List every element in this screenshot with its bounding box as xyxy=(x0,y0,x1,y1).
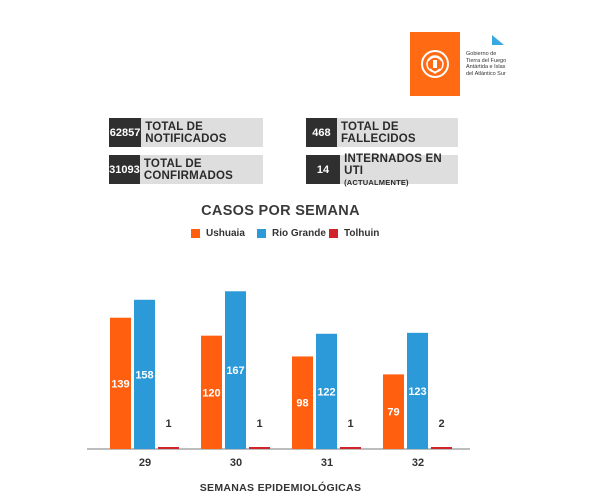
data-label: 120 xyxy=(202,387,220,399)
legend-label: Tolhuin xyxy=(344,228,380,239)
stat-label: INTERNADOS EN UTI (ACTUALMENTE) xyxy=(340,153,458,187)
bar-ushuaia-30 xyxy=(201,335,222,449)
data-label: 1 xyxy=(347,418,353,430)
legend-label: Rio Grande xyxy=(272,228,326,239)
stat-notificados: 62857 TOTAL DE NOTIFICADOS xyxy=(109,118,263,147)
bar-tolhuin-32 xyxy=(431,447,452,449)
data-label: 167 xyxy=(226,365,244,377)
bar-tolhuin-30 xyxy=(249,447,270,449)
logo-text: Gobierno de Tierra del Fuego Antártida e… xyxy=(466,51,518,77)
data-label: 123 xyxy=(408,386,426,398)
bar-rio-grande-31 xyxy=(316,333,337,449)
x-tick-label: 32 xyxy=(412,457,424,469)
stat-sublabel: (ACTUALMENTE) xyxy=(344,177,409,187)
stat-value: 468 xyxy=(306,118,337,147)
logo-line: Tierra del Fuego xyxy=(466,57,507,64)
x-tick-label: 29 xyxy=(139,457,151,469)
data-label: 139 xyxy=(111,378,129,390)
bar-rio-grande-30 xyxy=(225,291,246,449)
bar-tolhuin-31 xyxy=(340,447,361,449)
bar-tolhuin-29 xyxy=(158,447,179,449)
bar-ushuaia-32 xyxy=(383,374,404,449)
data-label: 158 xyxy=(135,369,153,381)
data-label: 1 xyxy=(165,418,171,430)
stat-label: TOTAL DE FALLECIDOS xyxy=(340,120,416,145)
bar-ushuaia-31 xyxy=(292,356,313,449)
legend-rio-grande: Rio Grande xyxy=(257,228,326,239)
coat-of-arms-icon xyxy=(410,32,460,96)
stat-value: 62857 xyxy=(109,118,142,147)
stat-internados-uti: 14 INTERNADOS EN UTI (ACTUALMENTE) xyxy=(306,153,458,187)
legend-swatch xyxy=(257,229,266,238)
data-label: 122 xyxy=(317,386,335,398)
logo-line: Antártida e Islas xyxy=(466,64,506,70)
data-label: 1 xyxy=(256,418,262,430)
stat-value: 31093 xyxy=(109,155,140,184)
bar-rio-grande-32 xyxy=(407,332,428,449)
legend-tolhuin: Tolhuin xyxy=(329,228,379,239)
legend-swatch xyxy=(191,229,200,238)
stat-confirmados: 31093 TOTAL DE CONFIRMADOS xyxy=(109,155,263,184)
stat-value: 14 xyxy=(306,155,341,184)
bar-rio-grande-29 xyxy=(134,299,155,449)
legend-label: Ushuaia xyxy=(206,228,245,239)
bar-ushuaia-29 xyxy=(110,317,131,449)
legend-ushuaia: Ushuaia xyxy=(191,228,245,239)
stat-label: TOTAL DE CONFIRMADOS xyxy=(143,157,233,182)
data-label: 98 xyxy=(296,398,308,410)
chart-title: CASOS POR SEMANA xyxy=(201,203,360,219)
stat-fallecidos: 468 TOTAL DE FALLECIDOS xyxy=(306,118,458,147)
government-logo: Gobierno de Tierra del Fuego Antártida e… xyxy=(410,32,518,96)
data-label: 79 xyxy=(387,407,399,419)
data-label: 2 xyxy=(438,418,444,430)
stat-label: TOTAL DE NOTIFICADOS xyxy=(145,120,227,145)
x-tick-label: 31 xyxy=(321,457,333,469)
x-axis-title: SEMANAS EPIDEMIOLÓGICAS xyxy=(199,482,362,494)
corner-triangle-icon xyxy=(492,35,504,45)
logo-line: Gobierno de xyxy=(466,51,497,57)
x-tick-label: 30 xyxy=(230,457,242,469)
logo-line: del Atlántico Sur xyxy=(466,70,506,77)
legend-swatch xyxy=(329,229,338,238)
